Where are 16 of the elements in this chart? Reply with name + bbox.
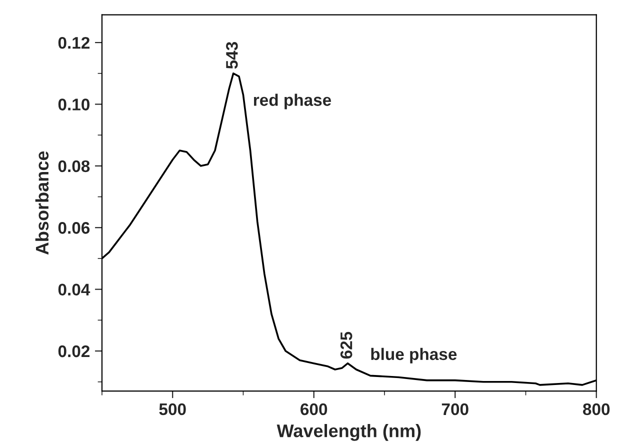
- y-tick-label: 0.06: [58, 222, 90, 234]
- y-tick-label: 0.10: [58, 98, 90, 110]
- y-tick-label: 0.12: [58, 36, 90, 49]
- y-tick-label: 0.04: [58, 284, 90, 296]
- y-tick-label: 0.08: [58, 160, 90, 172]
- y-axis-title: Absorbance: [35, 151, 49, 255]
- x-tick-label: 600: [300, 403, 328, 416]
- x-axis-title: Wavelength (nm): [276, 424, 421, 441]
- annotation: 625: [340, 332, 352, 359]
- annotation: blue phase: [371, 348, 457, 364]
- annotation: 543: [226, 42, 238, 69]
- annotation: red phase: [254, 94, 332, 110]
- x-tick-label: 500: [159, 403, 186, 416]
- x-tick-label: 800: [582, 403, 610, 416]
- y-tick-label: 0.02: [58, 345, 90, 358]
- x-tick-label: 700: [442, 403, 468, 416]
